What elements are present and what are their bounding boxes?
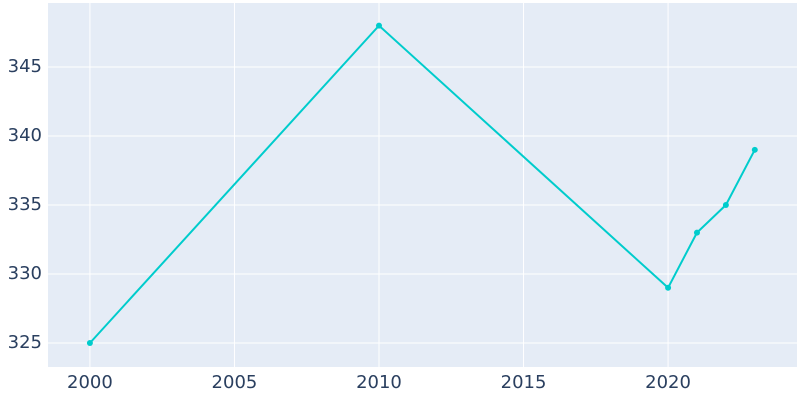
x-tick-label: 2000 [67, 372, 113, 393]
point [751, 146, 758, 153]
line [89, 24, 756, 344]
point [693, 229, 700, 236]
point [86, 339, 93, 346]
x-tick-label: 2015 [501, 372, 547, 393]
x-tick-label: 2010 [356, 372, 402, 393]
y-tick-label: 335 [8, 194, 42, 215]
y-tick-label: 345 [8, 56, 42, 77]
plot-area [48, 3, 797, 367]
point [665, 284, 672, 291]
point [375, 22, 382, 29]
y-tick-label: 325 [8, 332, 42, 353]
x-tick-label: 2020 [645, 372, 691, 393]
y-tick-label: 330 [8, 263, 42, 284]
x-tick-label: 2005 [212, 372, 258, 393]
point [722, 202, 729, 209]
y-tick-label: 340 [8, 125, 42, 146]
